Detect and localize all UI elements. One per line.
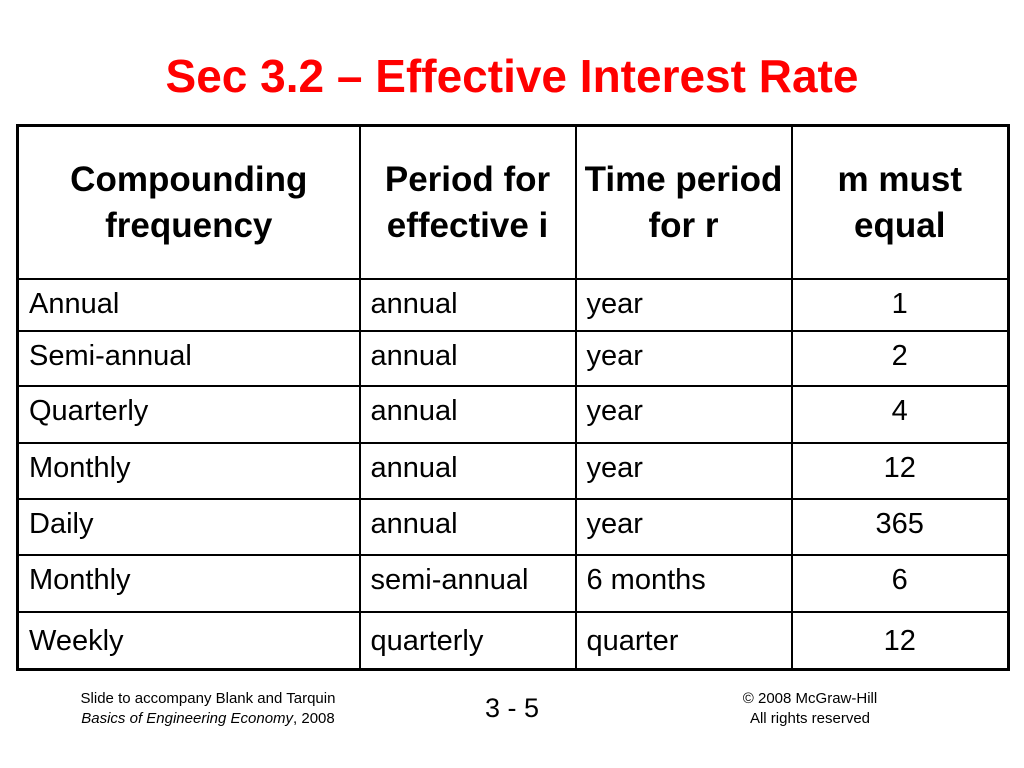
cell-time-period-for-r: quarter — [574, 611, 793, 670]
cell-time-period-for-r: year — [574, 385, 793, 444]
cell-time-period-for-r: year — [574, 278, 793, 332]
interest-rate-table: Compounding frequency Period for effecti… — [16, 124, 1010, 671]
cell-period-for-effective-i: annual — [358, 498, 577, 556]
cell-period-for-effective-i: annual — [358, 330, 577, 387]
table-row: Monthly annual year 12 — [16, 442, 1010, 500]
cell-period-for-effective-i: annual — [358, 385, 577, 444]
footer-book-title: Basics of Engineering Economy — [81, 710, 294, 727]
header-time-period-for-r: Time period for r — [574, 124, 793, 280]
cell-compounding-frequency: Monthly — [16, 442, 361, 500]
cell-m-value: 1 — [790, 278, 1010, 332]
cell-compounding-frequency: Monthly — [16, 554, 361, 613]
header-compounding-frequency: Compounding frequency — [16, 124, 361, 280]
cell-time-period-for-r: 6 months — [574, 554, 793, 613]
cell-period-for-effective-i: annual — [358, 278, 577, 332]
table-header-row: Compounding frequency Period for effecti… — [16, 124, 1010, 280]
slide-number: 3 - 5 — [484, 693, 540, 723]
table-row: Quarterly annual year 4 — [16, 385, 1010, 444]
footer-copyright-line2: All rights reserved — [749, 710, 871, 727]
cell-compounding-frequency: Daily — [16, 498, 361, 556]
cell-m-value: 6 — [790, 554, 1010, 613]
cell-m-value: 365 — [790, 498, 1010, 556]
header-period-for-effective-i: Period for effective i — [358, 124, 577, 280]
cell-m-value: 12 — [790, 611, 1010, 670]
table-row: Semi-annual annual year 2 — [16, 330, 1010, 387]
cell-m-value: 12 — [790, 442, 1010, 500]
footer-book-year: , 2008 — [293, 710, 335, 727]
table-row: Monthly semi-annual 6 months 6 — [16, 554, 1010, 613]
cell-period-for-effective-i: quarterly — [358, 611, 577, 670]
cell-compounding-frequency: Annual — [16, 278, 361, 332]
cell-time-period-for-r: year — [574, 442, 793, 500]
footer-attribution: Slide to accompany Blank and Tarquin Bas… — [58, 689, 358, 729]
footer-copyright: © 2008 McGraw-Hill All rights reserved — [700, 689, 920, 729]
cell-time-period-for-r: year — [574, 498, 793, 556]
cell-time-period-for-r: year — [574, 330, 793, 387]
cell-compounding-frequency: Weekly — [16, 611, 361, 670]
table-row: Annual annual year 1 — [16, 278, 1010, 332]
header-m-must-equal: m must equal — [790, 124, 1010, 280]
cell-m-value: 4 — [790, 385, 1010, 444]
table-row: Weekly quarterly quarter 12 — [16, 611, 1010, 670]
footer-copyright-line1: © 2008 McGraw-Hill — [742, 690, 878, 707]
cell-compounding-frequency: Quarterly — [16, 385, 361, 444]
table-row: Daily annual year 365 — [16, 498, 1010, 556]
cell-m-value: 2 — [790, 330, 1010, 387]
cell-period-for-effective-i: annual — [358, 442, 577, 500]
footer-attribution-line1: Slide to accompany Blank and Tarquin — [80, 690, 336, 707]
footer-attribution-line2: Basics of Engineering Economy, 2008 — [58, 709, 358, 729]
cell-compounding-frequency: Semi-annual — [16, 330, 361, 387]
cell-period-for-effective-i: semi-annual — [358, 554, 577, 613]
slide-title: Sec 3.2 – Effective Interest Rate — [165, 50, 859, 102]
